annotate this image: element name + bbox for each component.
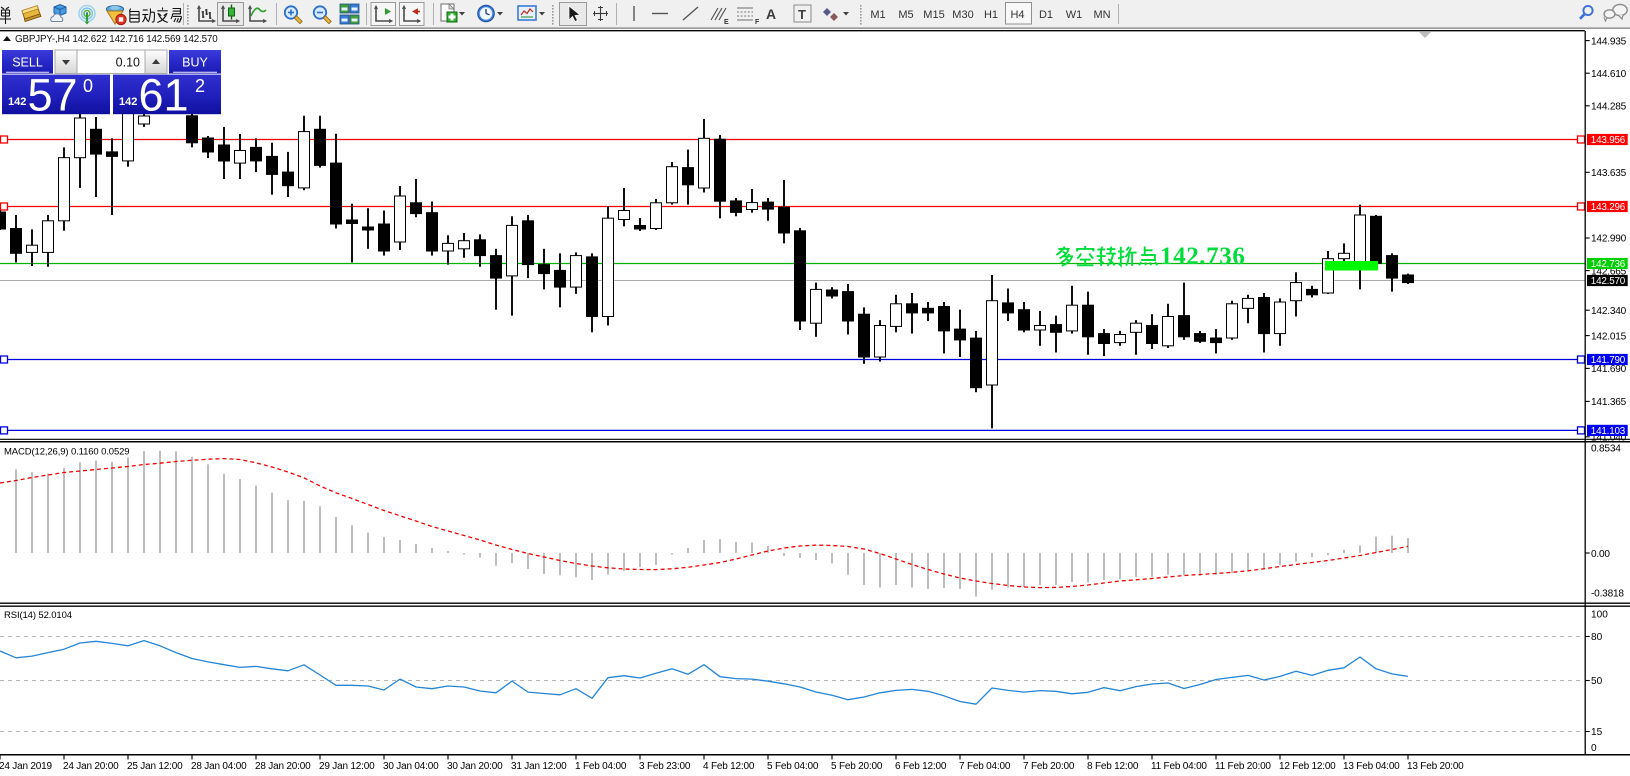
svg-text:0.00: 0.00 <box>1591 549 1610 560</box>
svg-text:25 Jan 12:00: 25 Jan 12:00 <box>127 761 183 772</box>
svg-text:6 Feb 12:00: 6 Feb 12:00 <box>895 761 947 772</box>
svg-text:11 Feb 04:00: 11 Feb 04:00 <box>1151 761 1207 772</box>
svg-text:30 Jan 20:00: 30 Jan 20:00 <box>447 761 503 772</box>
svg-text:28 Jan 20:00: 28 Jan 20:00 <box>255 761 311 772</box>
svg-text:142.015: 142.015 <box>1591 331 1627 342</box>
svg-text:M15: M15 <box>923 9 944 21</box>
svg-text:-0.3818: -0.3818 <box>1591 589 1624 600</box>
svg-text:T: T <box>798 7 806 22</box>
svg-text:142.736: 142.736 <box>1160 243 1245 270</box>
svg-text:0: 0 <box>1591 743 1597 754</box>
svg-text:MACD(12,26,9) 0.1160 0.0529: MACD(12,26,9) 0.1160 0.0529 <box>4 447 129 458</box>
svg-text:142.990: 142.990 <box>1591 234 1627 245</box>
svg-text:61: 61 <box>139 70 189 121</box>
svg-text:28 Jan 04:00: 28 Jan 04:00 <box>191 761 247 772</box>
svg-text:80: 80 <box>1591 632 1603 643</box>
svg-text:M5: M5 <box>898 9 913 21</box>
svg-text:H4: H4 <box>1010 9 1024 21</box>
svg-text:142: 142 <box>8 96 26 108</box>
svg-text:29 Jan 12:00: 29 Jan 12:00 <box>319 761 375 772</box>
svg-text:141.790: 141.790 <box>1591 355 1626 366</box>
svg-text:5 Feb 04:00: 5 Feb 04:00 <box>767 761 819 772</box>
svg-text:100: 100 <box>1591 610 1608 621</box>
svg-text:GBPJPY-,H4 142.622 142.716 14: GBPJPY-,H4 142.622 142.716 142.569 142.5… <box>15 34 218 45</box>
svg-text:142.340: 142.340 <box>1591 306 1627 317</box>
svg-text:141.690: 141.690 <box>1591 364 1627 375</box>
svg-text:57: 57 <box>28 70 78 121</box>
svg-text:1 Feb 04:00: 1 Feb 04:00 <box>575 761 627 772</box>
svg-text:0.8534: 0.8534 <box>1591 444 1621 455</box>
svg-text:143.956: 143.956 <box>1591 135 1626 146</box>
svg-text:BUY: BUY <box>182 56 208 70</box>
svg-text:13 Feb 20:00: 13 Feb 20:00 <box>1407 761 1464 772</box>
svg-text:142.736: 142.736 <box>1591 259 1626 270</box>
svg-text:8 Feb 12:00: 8 Feb 12:00 <box>1087 761 1139 772</box>
svg-text:50: 50 <box>1591 676 1603 687</box>
svg-text:141.365: 141.365 <box>1591 397 1627 408</box>
svg-text:5 Feb 20:00: 5 Feb 20:00 <box>831 761 883 772</box>
svg-text:143.296: 143.296 <box>1591 202 1626 213</box>
svg-text:142.665: 142.665 <box>1591 266 1627 277</box>
svg-text:143.635: 143.635 <box>1591 168 1627 179</box>
svg-text:7 Feb 20:00: 7 Feb 20:00 <box>1023 761 1075 772</box>
svg-text:RSI(14) 52.0104: RSI(14) 52.0104 <box>4 610 72 621</box>
svg-text:12 Feb 12:00: 12 Feb 12:00 <box>1279 761 1336 772</box>
svg-text:W1: W1 <box>1066 9 1083 21</box>
svg-text:MN: MN <box>1093 9 1110 21</box>
svg-text:7 Feb 04:00: 7 Feb 04:00 <box>959 761 1011 772</box>
svg-text:30 Jan 04:00: 30 Jan 04:00 <box>383 761 439 772</box>
svg-text:2: 2 <box>195 76 205 96</box>
svg-text:F: F <box>755 19 760 26</box>
svg-text:M1: M1 <box>870 9 885 21</box>
svg-text:H1: H1 <box>984 9 998 21</box>
svg-text:144.610: 144.610 <box>1591 69 1627 80</box>
svg-text:144.285: 144.285 <box>1591 102 1627 113</box>
svg-text:0: 0 <box>83 76 93 96</box>
svg-text:142: 142 <box>119 96 137 108</box>
svg-text:144.935: 144.935 <box>1591 36 1627 47</box>
svg-text:3 Feb 23:00: 3 Feb 23:00 <box>639 761 691 772</box>
svg-text:A: A <box>766 6 776 22</box>
svg-text:24 Jan 20:00: 24 Jan 20:00 <box>63 761 119 772</box>
svg-text:31 Jan 12:00: 31 Jan 12:00 <box>511 761 567 772</box>
svg-text:E: E <box>724 19 729 26</box>
svg-text:SELL: SELL <box>12 56 43 70</box>
svg-text:D1: D1 <box>1039 9 1053 21</box>
svg-text:142.570: 142.570 <box>1591 276 1626 287</box>
svg-text:0.10: 0.10 <box>116 56 140 70</box>
svg-text:24 Jan 2019: 24 Jan 2019 <box>0 761 52 772</box>
svg-text:141.040: 141.040 <box>1591 433 1627 444</box>
svg-text:13 Feb 04:00: 13 Feb 04:00 <box>1343 761 1400 772</box>
svg-text:4 Feb 12:00: 4 Feb 12:00 <box>703 761 755 772</box>
svg-text:M30: M30 <box>952 9 973 21</box>
svg-text:11 Feb 20:00: 11 Feb 20:00 <box>1215 761 1271 772</box>
svg-text:15: 15 <box>1591 727 1603 738</box>
svg-text:141.103: 141.103 <box>1591 426 1626 437</box>
